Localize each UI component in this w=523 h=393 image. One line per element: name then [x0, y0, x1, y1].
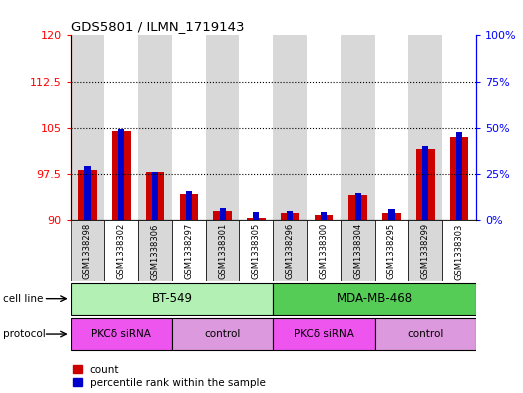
- Bar: [78, 170, 97, 220]
- Bar: [220, 208, 225, 220]
- Bar: [213, 211, 232, 220]
- Text: protocol: protocol: [3, 329, 46, 339]
- Text: GSM1338298: GSM1338298: [83, 223, 92, 279]
- Bar: [456, 132, 462, 220]
- Text: GSM1338301: GSM1338301: [218, 223, 227, 279]
- Text: PKCδ siRNA: PKCδ siRNA: [294, 329, 354, 339]
- Bar: [307, 220, 341, 281]
- Bar: [355, 193, 361, 220]
- Bar: [450, 137, 468, 220]
- Bar: [172, 318, 273, 350]
- Text: GSM1338304: GSM1338304: [353, 223, 362, 279]
- Bar: [273, 35, 307, 220]
- Bar: [152, 172, 158, 220]
- Bar: [408, 220, 442, 281]
- Bar: [281, 213, 300, 220]
- Bar: [146, 172, 164, 220]
- Text: GSM1338306: GSM1338306: [151, 223, 160, 279]
- Text: MDA-MB-468: MDA-MB-468: [336, 292, 413, 305]
- Text: GSM1338303: GSM1338303: [454, 223, 463, 279]
- Bar: [307, 35, 341, 220]
- Text: GSM1338302: GSM1338302: [117, 223, 126, 279]
- Bar: [206, 220, 240, 281]
- Bar: [71, 35, 105, 220]
- Bar: [247, 218, 266, 220]
- Bar: [253, 212, 259, 220]
- Bar: [321, 212, 327, 220]
- Bar: [287, 211, 293, 220]
- Bar: [186, 191, 192, 220]
- Bar: [273, 283, 476, 314]
- Legend: count, percentile rank within the sample: count, percentile rank within the sample: [73, 365, 266, 388]
- Bar: [341, 35, 374, 220]
- Bar: [389, 209, 394, 220]
- Text: GSM1338296: GSM1338296: [286, 223, 294, 279]
- Text: GSM1338297: GSM1338297: [184, 223, 194, 279]
- Bar: [315, 215, 333, 220]
- Bar: [408, 35, 442, 220]
- Bar: [382, 213, 401, 220]
- Text: GSM1338299: GSM1338299: [421, 223, 430, 279]
- Bar: [71, 220, 105, 281]
- Bar: [273, 318, 374, 350]
- Bar: [206, 35, 240, 220]
- Bar: [240, 35, 273, 220]
- Bar: [422, 145, 428, 220]
- Text: control: control: [204, 329, 241, 339]
- Bar: [105, 220, 138, 281]
- Text: PKCδ siRNA: PKCδ siRNA: [92, 329, 151, 339]
- Bar: [374, 35, 408, 220]
- Text: GSM1338295: GSM1338295: [387, 223, 396, 279]
- Bar: [179, 194, 198, 220]
- Bar: [138, 220, 172, 281]
- Bar: [374, 220, 408, 281]
- Bar: [240, 220, 273, 281]
- Text: GSM1338305: GSM1338305: [252, 223, 261, 279]
- Bar: [84, 166, 90, 220]
- Text: BT-549: BT-549: [152, 292, 192, 305]
- Bar: [348, 195, 367, 220]
- Bar: [442, 220, 476, 281]
- Bar: [112, 131, 131, 220]
- Bar: [71, 283, 273, 314]
- Text: GSM1338300: GSM1338300: [320, 223, 328, 279]
- Bar: [118, 129, 124, 220]
- Bar: [374, 318, 476, 350]
- Text: control: control: [407, 329, 444, 339]
- Bar: [172, 220, 206, 281]
- Bar: [172, 35, 206, 220]
- Text: cell line: cell line: [3, 294, 43, 304]
- Bar: [71, 318, 172, 350]
- Bar: [416, 149, 435, 220]
- Bar: [138, 35, 172, 220]
- Bar: [273, 220, 307, 281]
- Bar: [105, 35, 138, 220]
- Bar: [442, 35, 476, 220]
- Text: GDS5801 / ILMN_1719143: GDS5801 / ILMN_1719143: [71, 20, 244, 33]
- Bar: [341, 220, 374, 281]
